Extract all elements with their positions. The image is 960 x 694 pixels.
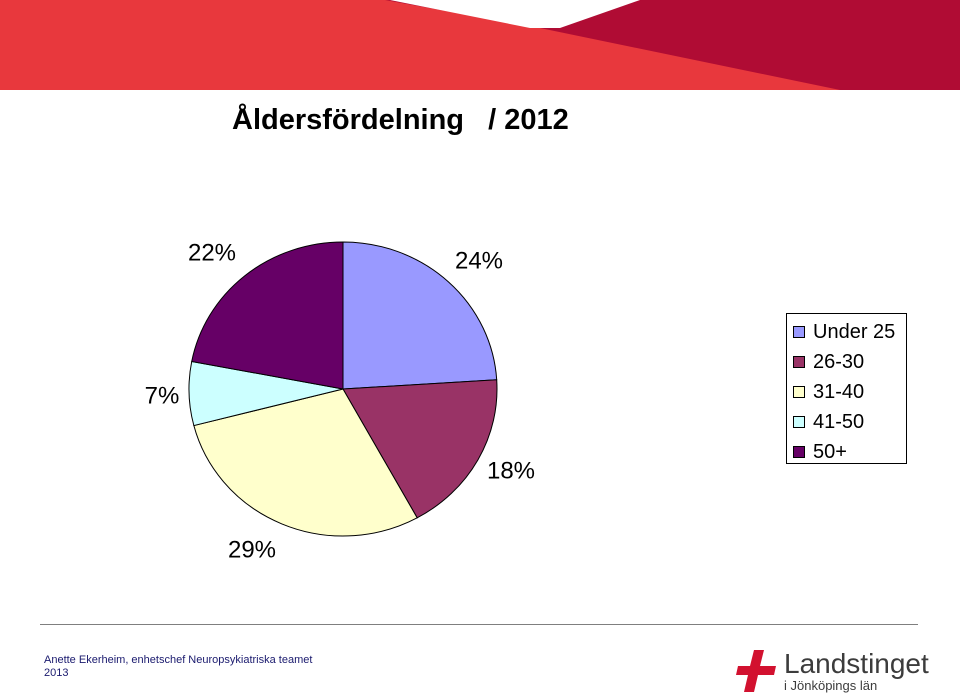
data-label-31-40: 29% <box>228 536 276 563</box>
legend-swatch <box>793 416 805 428</box>
logo-subtitle: i Jönköpings län <box>784 678 878 693</box>
legend-item: Under 25 <box>793 320 895 344</box>
pie-slice-31-40 <box>193 388 418 537</box>
legend-label: Under 25 <box>813 320 896 343</box>
footer-credit: Anette Ekerheim, enhetschef Neuropsykiat… <box>44 654 312 680</box>
legend-label: 31-40 <box>813 380 865 403</box>
legend-item: 41-50 <box>793 410 864 434</box>
legend-item: 26-30 <box>793 350 864 374</box>
header-banner <box>0 0 960 90</box>
pie-slice-under-25 <box>342 241 498 390</box>
data-label-under-25: 24% <box>455 247 503 274</box>
legend-label: 50+ <box>813 440 847 463</box>
pie-slice-26-30 <box>342 379 498 519</box>
legend-item: 50+ <box>793 440 847 464</box>
chart-legend: Under 25 26-30 31-40 41-50 50+ <box>786 313 907 464</box>
red-cross-logo-icon <box>736 650 776 692</box>
footer-author: Anette Ekerheim, enhetschef Neuropsykiat… <box>44 654 313 666</box>
legend-swatch <box>793 446 805 458</box>
legend-swatch <box>793 326 805 338</box>
legend-label: 26-30 <box>813 350 865 373</box>
footer-year: 2013 <box>44 667 69 679</box>
legend-swatch <box>793 386 805 398</box>
legend-swatch <box>793 356 805 368</box>
data-label-41-50: 7% <box>145 382 180 409</box>
pie-slice-50- <box>191 241 344 390</box>
legend-item: 31-40 <box>793 380 864 404</box>
data-label-26-30: 18% <box>487 457 535 484</box>
legend-label: 41-50 <box>813 410 865 433</box>
landstinget-logo: Landstinget i Jönköpings län <box>734 648 934 694</box>
chart-title: Åldersfördelning / 2012 <box>232 104 569 136</box>
data-label-50-: 22% <box>188 239 236 266</box>
footer-divider <box>40 624 918 625</box>
logo-name: Landstinget <box>784 648 929 679</box>
